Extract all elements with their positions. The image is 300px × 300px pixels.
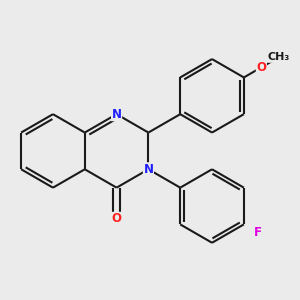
- Text: O: O: [112, 212, 122, 225]
- Text: N: N: [143, 163, 153, 176]
- Text: F: F: [254, 226, 262, 239]
- Text: N: N: [112, 108, 122, 121]
- Text: O: O: [256, 61, 266, 74]
- Text: CH₃: CH₃: [268, 52, 290, 62]
